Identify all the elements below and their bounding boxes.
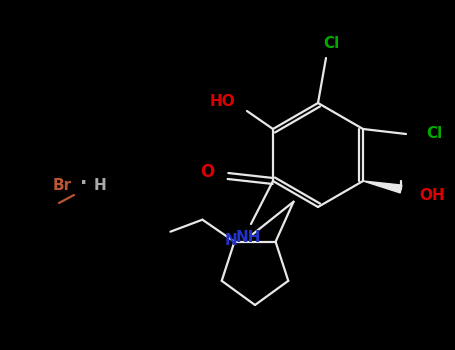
Text: HO: HO	[209, 93, 235, 108]
Text: H: H	[94, 177, 106, 192]
Polygon shape	[363, 181, 402, 193]
Text: Cl: Cl	[426, 126, 442, 141]
Text: Cl: Cl	[323, 36, 339, 51]
Text: NH: NH	[235, 231, 261, 245]
Text: Br: Br	[52, 177, 71, 192]
Text: N: N	[225, 233, 238, 248]
Text: OH: OH	[419, 188, 445, 203]
Text: ·: ·	[81, 174, 88, 192]
Text: O: O	[200, 163, 214, 181]
